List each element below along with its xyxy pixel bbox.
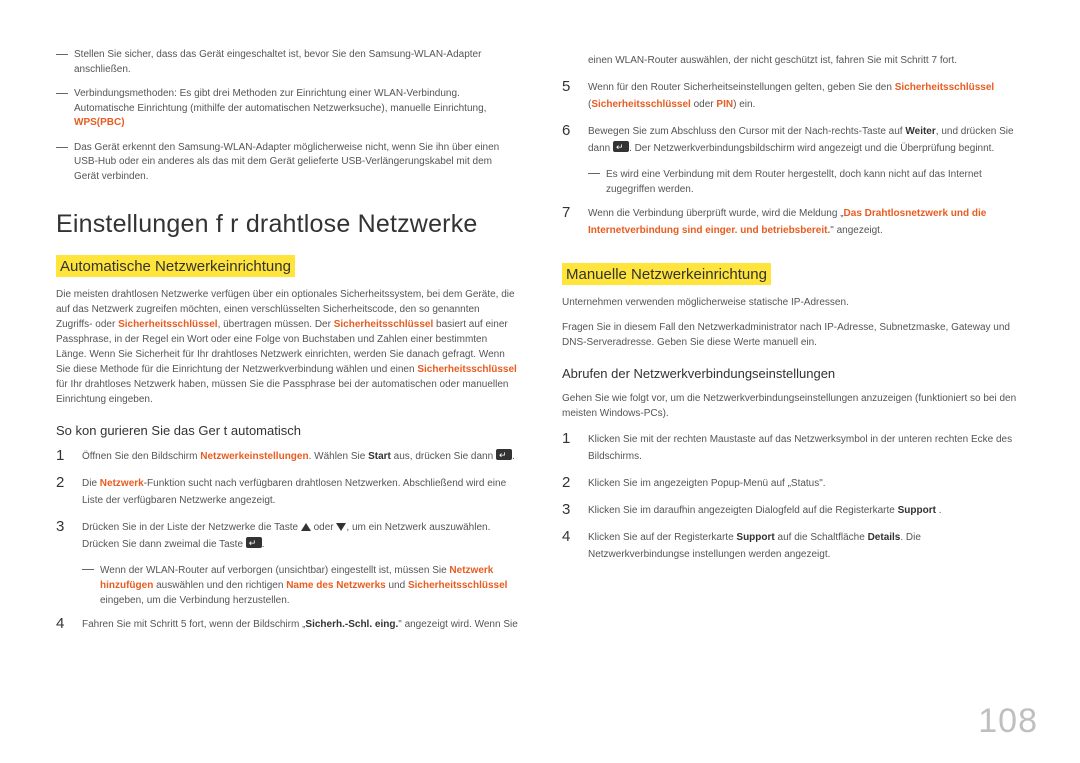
enter-icon	[496, 449, 512, 460]
step-number: 3	[562, 502, 576, 519]
step-5: 5 Wenn für den Router Sicherheitseinstel…	[562, 79, 1024, 113]
enter-icon	[613, 141, 629, 152]
step-7: 7 Wenn die Verbindung überprüft wurde, w…	[562, 205, 1024, 239]
step-number: 6	[562, 123, 576, 157]
dash-icon	[588, 173, 600, 174]
step-2: 2 Die Netzwerk-Funktion sucht nach verfü…	[56, 475, 518, 509]
step-number-spacer	[562, 52, 576, 69]
subheading-retrieve-settings: Abrufen der Netzwerkverbindungseinstellu…	[562, 366, 1024, 381]
section-heading-manual: Manuelle Netzwerkeinrichtung	[562, 263, 771, 285]
page-title: Einstellungen f r drahtlose Netzwerke	[56, 210, 518, 239]
enter-icon	[246, 537, 262, 548]
dash-icon	[56, 54, 68, 55]
page-number: 108	[978, 702, 1038, 741]
step-number: 3	[56, 519, 70, 553]
manual-step-3: 3 Klicken Sie im daraufhin angezeigten D…	[562, 502, 1024, 519]
left-column: Stellen Sie sicher, dass das Gerät einge…	[56, 48, 518, 643]
step-number: 4	[56, 616, 70, 633]
manual-p1: Unternehmen verwenden möglicherweise sta…	[562, 295, 1024, 310]
manual-step-4: 4 Klicken Sie auf der Registerkarte Supp…	[562, 529, 1024, 563]
nested-note: Wenn der WLAN-Router auf verborgen (unsi…	[82, 563, 518, 608]
manual-step-2: 2 Klicken Sie im angezeigten Popup-Menü …	[562, 475, 1024, 492]
note-text: Das Gerät erkennt den Samsung-WLAN-Adapt…	[74, 141, 518, 185]
up-arrow-icon	[301, 523, 311, 531]
auto-intro-paragraph: Die meisten drahtlosen Netzwerke verfüge…	[56, 287, 518, 407]
step-number: 2	[562, 475, 576, 492]
step-number: 1	[56, 448, 70, 465]
step-6: 6 Bewegen Sie zum Abschluss den Cursor m…	[562, 123, 1024, 157]
step-number: 2	[56, 475, 70, 509]
note-item: Verbindungsmethoden: Es gibt drei Method…	[56, 87, 518, 131]
step-number: 5	[562, 79, 576, 113]
step-number: 7	[562, 205, 576, 239]
note-text: Verbindungsmethoden: Es gibt drei Method…	[74, 87, 518, 131]
step-4: 4 Fahren Sie mit Schritt 5 fort, wenn de…	[56, 616, 518, 633]
step-number: 1	[562, 431, 576, 465]
dash-icon	[82, 569, 94, 570]
manual-p2: Fragen Sie in diesem Fall den Netzwerkad…	[562, 320, 1024, 350]
down-arrow-icon	[336, 523, 346, 531]
manual-step-1: 1 Klicken Sie mit der rechten Maustaste …	[562, 431, 1024, 465]
right-column: einen WLAN-Router auswählen, der nicht g…	[562, 52, 1024, 643]
note-item: Das Gerät erkennt den Samsung-WLAN-Adapt…	[56, 141, 518, 185]
dash-icon	[56, 93, 68, 94]
nested-note: Es wird eine Verbindung mit dem Router h…	[588, 167, 1024, 197]
section-heading-auto: Automatische Netzwerkeinrichtung	[56, 255, 295, 277]
wps-pbc-label: WPS(PBC)	[74, 117, 125, 128]
manual-intro: Gehen Sie wie folgt vor, um die Netzwerk…	[562, 391, 1024, 421]
step-1: 1 Öffnen Sie den Bildschirm Netzwerkeins…	[56, 448, 518, 465]
subheading-auto-config: So kon gurieren Sie das Ger t automatisc…	[56, 423, 518, 438]
step-number: 4	[562, 529, 576, 563]
step-3: 3 Drücken Sie in der Liste der Netzwerke…	[56, 519, 518, 553]
two-column-layout: Stellen Sie sicher, dass das Gerät einge…	[56, 48, 1024, 643]
step-4-continued: einen WLAN-Router auswählen, der nicht g…	[562, 52, 1024, 69]
dash-icon	[56, 147, 68, 148]
note-text: Stellen Sie sicher, dass das Gerät einge…	[74, 48, 518, 77]
note-item: Stellen Sie sicher, dass das Gerät einge…	[56, 48, 518, 77]
